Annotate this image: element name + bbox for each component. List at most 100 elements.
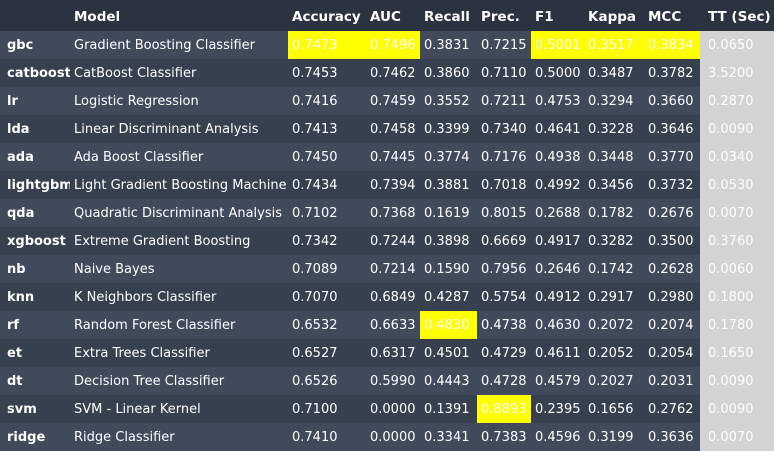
tt-cell: 0.0070 xyxy=(700,423,774,451)
f1-cell: 0.4917 xyxy=(535,233,581,249)
mcc-cell: 0.2762 xyxy=(648,401,694,417)
row-index-rf: rf xyxy=(7,317,20,333)
mcc-cell: 0.3646 xyxy=(648,121,694,137)
auc-cell: 0.7496 xyxy=(366,31,420,59)
kappa-cell: 0.1656 xyxy=(588,401,634,417)
auc-cell: 0.6849 xyxy=(370,289,416,305)
row-index-gbc: gbc xyxy=(7,37,34,53)
auc-cell: 0.6317 xyxy=(370,345,416,361)
kappa-cell: 0.3294 xyxy=(588,93,634,109)
auc-cell: 0.7458 xyxy=(370,121,416,137)
kappa-cell: 0.3448 xyxy=(588,149,634,165)
prec-cell: 0.4729 xyxy=(481,345,527,361)
accuracy-cell: 0.7416 xyxy=(292,93,338,109)
prec-cell: 0.7215 xyxy=(481,37,527,53)
table-header: Model Accuracy AUC Recall Prec. F1 Kappa MCC TT … xyxy=(0,0,774,31)
auc-cell: 0.5990 xyxy=(370,373,416,389)
mcc-cell: 0.3660 xyxy=(648,93,694,109)
recall-cell: 0.4443 xyxy=(424,373,470,389)
accuracy-cell: 0.7453 xyxy=(292,65,338,81)
row-index-lr: lr xyxy=(7,93,18,109)
auc-cell: 0.7394 xyxy=(370,177,416,193)
kappa-cell: 0.1742 xyxy=(588,261,634,277)
table-row: dt Decision Tree Classifier 0.6526 0.5990 0.… xyxy=(0,367,774,395)
tt-cell: 0.0340 xyxy=(700,143,774,171)
auc-cell: 0.0000 xyxy=(370,429,416,445)
row-index-ridge: ridge xyxy=(7,429,46,445)
accuracy-cell: 0.6526 xyxy=(292,373,338,389)
table-row: xgboost Extreme Gradient Boosting 0.7342 0.… xyxy=(0,227,774,255)
table-row: svm SVM - Linear Kernel 0.7100 0.0000 0.1391… xyxy=(0,395,774,423)
tt-cell: 0.0650 xyxy=(700,31,774,59)
auc-header: AUC xyxy=(370,8,401,25)
table-row: ridge Ridge Classifier 0.7410 0.0000 0.3341 0… xyxy=(0,423,774,451)
row-index-et: et xyxy=(7,345,23,361)
mcc-cell: 0.2031 xyxy=(648,373,694,389)
kappa-cell: 0.1782 xyxy=(588,205,634,221)
mcc-cell: 0.2628 xyxy=(648,261,694,277)
table-row: et Extra Trees Classifier 0.6527 0.6317 0.45… xyxy=(0,339,774,367)
f1-cell: 0.4630 xyxy=(535,317,581,333)
tt-cell: 0.0060 xyxy=(700,255,774,283)
mcc-cell: 0.3770 xyxy=(648,149,694,165)
accuracy-cell: 0.7102 xyxy=(292,205,338,221)
prec-cell: 0.7110 xyxy=(481,65,527,81)
tt-cell: 0.2870 xyxy=(700,87,774,115)
auc-cell: 0.0000 xyxy=(370,401,416,417)
f1-cell: 0.4938 xyxy=(535,149,581,165)
table-row: lr Logistic Regression 0.7416 0.7459 0.3552 0… xyxy=(0,87,774,115)
row-index-svm: svm xyxy=(7,401,37,417)
kappa-cell: 0.3282 xyxy=(588,233,634,249)
model-name-cell: Ridge Classifier xyxy=(74,429,175,445)
f1-cell: 0.2395 xyxy=(535,401,581,417)
f1-cell: 0.4753 xyxy=(535,93,581,109)
recall-cell: 0.4501 xyxy=(424,345,470,361)
accuracy-cell: 0.7089 xyxy=(292,261,338,277)
recall-cell: 0.3860 xyxy=(424,65,470,81)
auc-cell: 0.7214 xyxy=(370,261,416,277)
accuracy-cell: 0.7342 xyxy=(292,233,338,249)
kappa-cell: 0.2027 xyxy=(588,373,634,389)
accuracy-header: Accuracy xyxy=(292,8,361,25)
table-body: gbc Gradient Boosting Classifier 0.7473 0.7… xyxy=(0,31,774,451)
prec-cell: 0.7211 xyxy=(481,93,527,109)
prec-header: Prec. xyxy=(481,8,520,25)
prec-cell: 0.8015 xyxy=(481,205,527,221)
model-name-cell: Ada Boost Classifier xyxy=(74,149,204,165)
row-index-lightgbm: lightgbm xyxy=(7,177,70,193)
prec-cell: 0.8893 xyxy=(477,395,531,423)
prec-cell: 0.5754 xyxy=(481,289,527,305)
f1-cell: 0.4992 xyxy=(535,177,581,193)
tt-cell: 0.0090 xyxy=(700,115,774,143)
f1-cell: 0.5001 xyxy=(531,31,584,59)
tt-cell: 0.1780 xyxy=(700,311,774,339)
recall-header: Recall xyxy=(424,8,470,25)
auc-cell: 0.7445 xyxy=(370,149,416,165)
prec-cell: 0.7018 xyxy=(481,177,527,193)
model-name-cell: Extreme Gradient Boosting xyxy=(74,233,251,249)
f1-cell: 0.4641 xyxy=(535,121,581,137)
mcc-cell: 0.2054 xyxy=(648,345,694,361)
kappa-cell: 0.3199 xyxy=(588,429,634,445)
accuracy-cell: 0.7413 xyxy=(292,121,338,137)
auc-cell: 0.7244 xyxy=(370,233,416,249)
model-name-cell: Extra Trees Classifier xyxy=(74,345,210,361)
recall-cell: 0.3831 xyxy=(424,37,470,53)
table-row: lightgbm Light Gradient Boosting Machine 0… xyxy=(0,171,774,199)
kappa-cell: 0.3487 xyxy=(588,65,634,81)
prec-cell: 0.4728 xyxy=(481,373,527,389)
recall-cell: 0.3399 xyxy=(424,121,470,137)
prec-cell: 0.7956 xyxy=(481,261,527,277)
accuracy-cell: 0.7473 xyxy=(288,31,366,59)
kappa-cell: 0.3517 xyxy=(584,31,644,59)
tt-cell: 0.3760 xyxy=(700,227,774,255)
row-index-catboost: catboost xyxy=(7,65,70,81)
auc-cell: 0.7459 xyxy=(370,93,416,109)
model-name-cell: Gradient Boosting Classifier xyxy=(74,37,255,53)
recall-cell: 0.1590 xyxy=(424,261,470,277)
mcc-header: MCC xyxy=(648,8,682,25)
auc-cell: 0.7368 xyxy=(370,205,416,221)
mcc-cell: 0.2980 xyxy=(648,289,694,305)
model-name-cell: K Neighbors Classifier xyxy=(74,289,217,305)
